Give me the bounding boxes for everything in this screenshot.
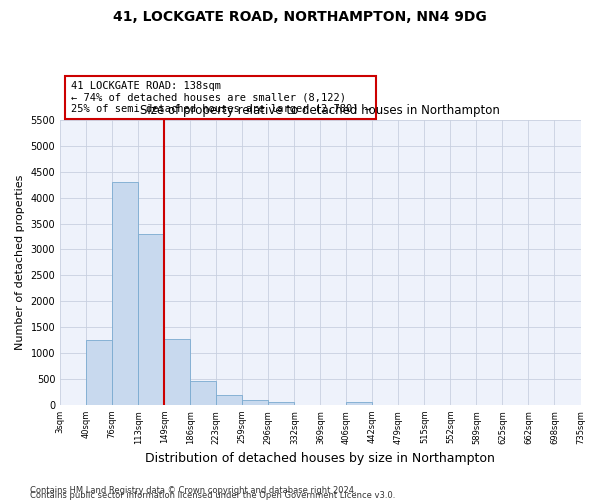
Text: Contains public sector information licensed under the Open Government Licence v3: Contains public sector information licen… [30,491,395,500]
X-axis label: Distribution of detached houses by size in Northampton: Distribution of detached houses by size … [145,452,495,465]
Bar [190,380,216,405]
Bar [216,394,242,405]
Text: 41 LOCKGATE ROAD: 138sqm
← 74% of detached houses are smaller (8,122)
25% of sem: 41 LOCKGATE ROAD: 138sqm ← 74% of detach… [71,81,371,114]
Y-axis label: Number of detached properties: Number of detached properties [15,174,25,350]
Bar [268,402,295,405]
Bar [164,338,190,405]
Title: Size of property relative to detached houses in Northampton: Size of property relative to detached ho… [140,104,500,118]
Text: Contains HM Land Registry data © Crown copyright and database right 2024.: Contains HM Land Registry data © Crown c… [30,486,356,495]
Bar [346,402,373,405]
Bar [242,400,268,405]
Bar [138,234,164,405]
Bar [112,182,138,405]
Text: 41, LOCKGATE ROAD, NORTHAMPTON, NN4 9DG: 41, LOCKGATE ROAD, NORTHAMPTON, NN4 9DG [113,10,487,24]
Bar [86,340,112,405]
